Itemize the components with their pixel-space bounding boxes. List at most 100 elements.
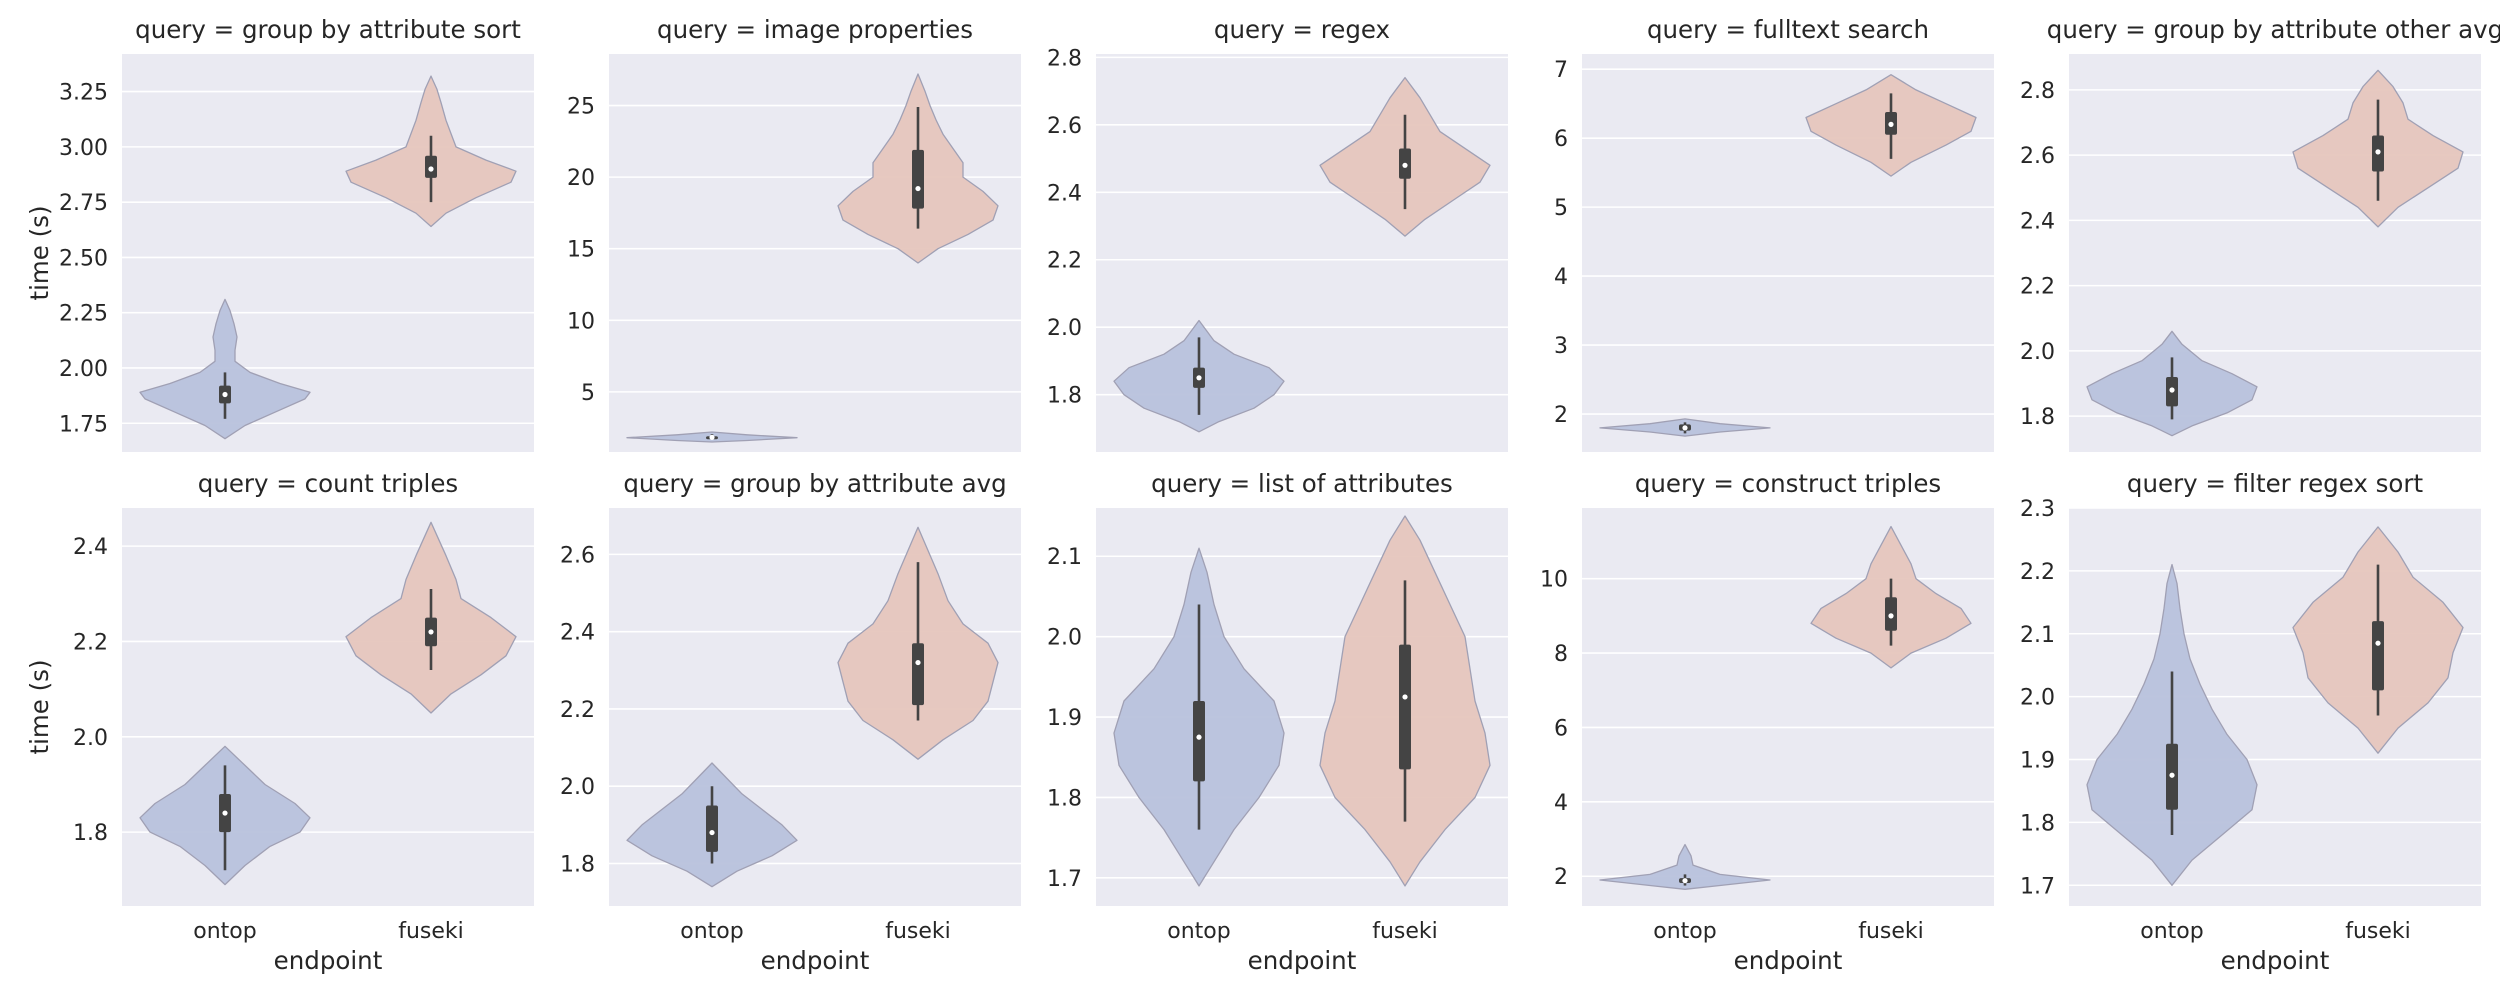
median-ontop <box>1196 375 1202 381</box>
violin-ontop <box>1599 843 1771 890</box>
median-fuseki <box>428 166 434 172</box>
x-tick-label: fuseki <box>2345 919 2411 944</box>
median-ontop <box>2169 772 2175 778</box>
y-axis-label: time (s) <box>25 205 54 300</box>
panel-title: query = construct triples <box>1635 469 1941 498</box>
median-ontop <box>222 391 228 398</box>
median-fuseki <box>1402 694 1408 700</box>
y-tick-label: 2.1 <box>2020 623 2055 648</box>
median-fuseki <box>1402 162 1408 168</box>
y-tick-label: 2.75 <box>59 191 108 216</box>
y-tick-label: 10 <box>1540 568 1568 593</box>
panel-8: 1.7 1.8 1.9 2.0 2.1 query = list of attribute… <box>1047 469 1508 975</box>
median-ontop <box>1196 734 1202 740</box>
y-tick-label: 2.3 <box>2020 497 2055 522</box>
y-tick-label: 20 <box>567 166 595 191</box>
y-tick-label: 2.2 <box>560 698 595 723</box>
median-ontop <box>1682 878 1688 884</box>
x-tick-label: ontop <box>1653 919 1716 944</box>
y-tick-label: 2.4 <box>1047 181 1082 206</box>
y-tick-label: 2.4 <box>73 535 108 560</box>
y-tick-label: 1.9 <box>1047 706 1082 731</box>
box-fuseki <box>912 149 924 209</box>
y-tick-label: 2.50 <box>59 246 108 271</box>
y-tick-label: 2.00 <box>59 357 108 382</box>
y-tick-label: 2.6 <box>2020 144 2055 169</box>
panel-5: 1.8 2.0 2.2 2.4 2.6 2.8 query = group by attri… <box>2020 15 2500 452</box>
y-tick-label: 2.0 <box>1047 316 1082 341</box>
y-tick-label: 2.4 <box>2020 209 2055 234</box>
median-fuseki <box>428 629 434 635</box>
plot-area <box>609 54 1021 452</box>
panel-title: query = list of attributes <box>1151 469 1453 498</box>
plot-area <box>1582 508 1994 906</box>
box-fuseki <box>912 643 924 706</box>
y-tick-label: 2.6 <box>1047 114 1082 139</box>
panel-10: 1.7 1.8 1.9 2.0 2.1 2.2 2.3 query = filter rege… <box>2020 469 2481 975</box>
y-tick-label: 2.8 <box>2020 79 2055 104</box>
median-fuseki <box>915 185 921 192</box>
y-tick-label: 2 <box>1554 403 1568 428</box>
median-ontop <box>2169 387 2175 393</box>
x-axis-label: endpoint <box>2221 946 2330 975</box>
panel-6: 1.8 2.0 2.2 2.4 query = count triples ontop fu… <box>25 469 534 975</box>
x-axis-label: endpoint <box>1248 946 1357 975</box>
box-ontop <box>1193 700 1205 782</box>
y-tick-label: 2.2 <box>73 630 108 655</box>
y-tick-label: 1.7 <box>2020 874 2055 899</box>
y-tick-label: 2.25 <box>59 302 108 327</box>
y-tick-label: 1.8 <box>73 821 108 846</box>
x-tick-label: ontop <box>193 919 256 944</box>
y-tick-label: 2.2 <box>2020 560 2055 585</box>
y-axis-label: time (s) <box>25 659 54 754</box>
y-tick-label: 8 <box>1554 642 1568 667</box>
y-tick-label: 1.75 <box>59 412 108 437</box>
y-tick-label: 4 <box>1554 791 1568 816</box>
box-fuseki <box>1399 644 1411 770</box>
x-axis-label: endpoint <box>274 946 383 975</box>
x-axis-label: endpoint <box>1734 946 1843 975</box>
x-tick-label: ontop <box>680 919 743 944</box>
panel-1: 1.75 2.00 2.25 2.50 2.75 3.00 3.25 query = grou… <box>25 15 534 452</box>
violin-ontop <box>139 298 311 440</box>
panel-7: 1.8 2.0 2.2 2.4 2.6 query = group by attribut… <box>560 469 1021 975</box>
median-ontop <box>709 829 715 836</box>
median-fuseki <box>2375 149 2381 155</box>
y-tick-label: 2.2 <box>1047 249 1082 274</box>
x-tick-label: ontop <box>1167 919 1230 944</box>
y-tick-label: 1.8 <box>1047 786 1082 811</box>
y-tick-label: 2.1 <box>1047 545 1082 570</box>
y-tick-label: 1.8 <box>1047 384 1082 409</box>
panel-title: query = group by attribute sort <box>135 15 521 44</box>
median-fuseki <box>2375 640 2381 646</box>
y-tick-label: 2.0 <box>73 726 108 751</box>
x-tick-label: fuseki <box>885 919 951 944</box>
y-tick-label: 3.00 <box>59 136 108 161</box>
panel-title: query = regex <box>1214 15 1390 44</box>
y-tick-label: 5 <box>1554 196 1568 221</box>
y-tick-label: 3.25 <box>59 81 108 106</box>
panel-4: 2 3 4 5 6 7 query = fulltext search <box>1554 15 1994 452</box>
y-tick-label: 1.8 <box>560 852 595 877</box>
y-tick-label: 1.8 <box>2020 405 2055 430</box>
y-tick-label: 6 <box>1554 716 1568 741</box>
panel-9: 2 4 6 8 10 query = construct triples ontop fuse… <box>1540 469 1994 975</box>
y-tick-label: 2.4 <box>560 621 595 646</box>
y-tick-label: 2.2 <box>2020 275 2055 300</box>
y-tick-label: 6 <box>1554 127 1568 152</box>
median-ontop <box>709 434 715 440</box>
panel-title: query = filter regex sort <box>2127 469 2424 498</box>
box-ontop <box>706 805 718 852</box>
panel-2: 5 10 15 20 25 query = image properties <box>567 15 1021 452</box>
y-tick-label: 10 <box>567 309 595 334</box>
y-tick-label: 15 <box>567 238 595 263</box>
y-tick-label: 7 <box>1554 58 1568 83</box>
x-tick-label: fuseki <box>1858 919 1924 944</box>
y-tick-label: 2.8 <box>1047 46 1082 71</box>
panel-title: query = count triples <box>198 469 458 498</box>
y-tick-label: 4 <box>1554 265 1568 290</box>
x-tick-label: ontop <box>2140 919 2203 944</box>
panel-3: 1.8 2.0 2.2 2.4 2.6 2.8 query = regex <box>1047 15 1508 452</box>
y-tick-label: 5 <box>581 381 595 406</box>
